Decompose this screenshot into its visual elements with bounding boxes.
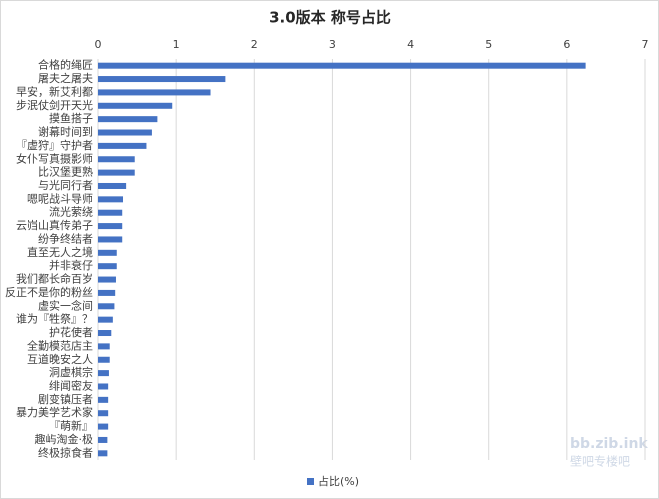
y-tick-label: 谁为『牲祭』？ bbox=[16, 312, 93, 326]
bar bbox=[98, 223, 123, 230]
bar bbox=[98, 116, 158, 123]
bar bbox=[98, 370, 109, 377]
y-tick-label: 全勤模范店主 bbox=[27, 338, 93, 352]
y-tick-label: 『虚狩』守护者 bbox=[16, 138, 93, 152]
bar bbox=[98, 423, 109, 430]
bar bbox=[98, 289, 116, 296]
y-tick-label: 步泯仗剑开天光 bbox=[16, 98, 93, 112]
y-tick-label: 互道晚安之人 bbox=[27, 352, 93, 366]
y-tick-label: 谢幕时间到 bbox=[38, 125, 93, 139]
y-tick-label: 护花使者 bbox=[49, 325, 93, 339]
bar bbox=[98, 343, 110, 350]
bar bbox=[98, 89, 211, 96]
bar bbox=[98, 169, 135, 176]
y-tick-label: 纷争终结者 bbox=[38, 231, 93, 245]
y-tick-label: 剧变镇压者 bbox=[38, 392, 93, 406]
bar bbox=[98, 196, 124, 203]
bar bbox=[98, 102, 173, 109]
bar bbox=[98, 383, 109, 390]
y-tick-label: 并非衰仔 bbox=[49, 258, 93, 272]
bar bbox=[98, 249, 117, 256]
x-tick-label: 3 bbox=[329, 38, 336, 51]
bar bbox=[98, 62, 586, 69]
x-tick-label: 1 bbox=[173, 38, 180, 51]
x-tick-label: 5 bbox=[485, 38, 492, 51]
y-tick-label: 反正不是你的粉丝 bbox=[5, 285, 93, 299]
y-tick-label: 比汉堡更熟 bbox=[38, 165, 93, 179]
y-tick-label: 洞虚棋宗 bbox=[49, 365, 93, 379]
bar bbox=[98, 142, 147, 149]
x-tick-label: 4 bbox=[407, 38, 414, 51]
watermark: bb.zib.ink bbox=[570, 436, 648, 452]
bar bbox=[98, 76, 226, 83]
y-tick-label: 早安，新艾利都 bbox=[16, 84, 93, 98]
bar bbox=[98, 356, 110, 363]
y-tick-label: 虚实一念间 bbox=[38, 298, 93, 312]
y-tick-label: 终极掠食者 bbox=[38, 445, 93, 459]
watermark: 壁吧专楼吧 bbox=[570, 454, 630, 469]
bar bbox=[98, 396, 109, 403]
bar bbox=[98, 450, 108, 457]
legend-swatch bbox=[307, 478, 314, 485]
y-tick-label: 趣屿淘金·极 bbox=[35, 432, 94, 446]
y-tick-label: 直至无人之境 bbox=[27, 245, 93, 259]
y-tick-label: 嗯呢战斗导师 bbox=[27, 192, 93, 205]
x-tick-label: 6 bbox=[563, 38, 570, 51]
bar bbox=[98, 436, 108, 443]
x-tick-label: 7 bbox=[642, 38, 649, 51]
y-tick-label: 女仆写真摄影师 bbox=[16, 151, 93, 165]
bar bbox=[98, 209, 123, 216]
bar bbox=[98, 276, 116, 283]
y-tick-label: 合格的绳匠 bbox=[38, 58, 93, 72]
x-tick-label: 2 bbox=[251, 38, 258, 51]
bar bbox=[98, 129, 152, 136]
y-tick-label: 与光同行者 bbox=[38, 178, 93, 192]
bar bbox=[98, 263, 117, 270]
y-tick-label: 绯闻密友 bbox=[49, 378, 93, 392]
bar bbox=[98, 236, 123, 243]
bar bbox=[98, 182, 127, 189]
y-tick-label: 暴力美学艺术家 bbox=[16, 405, 93, 419]
y-tick-label: 我们都长命百岁 bbox=[16, 272, 93, 286]
y-tick-label: 流光萦绕 bbox=[49, 205, 93, 219]
legend-label: 占比(%) bbox=[318, 474, 359, 488]
bar bbox=[98, 156, 135, 163]
y-tick-label: 屠夫之屠夫 bbox=[38, 71, 93, 85]
bar bbox=[98, 330, 112, 337]
y-tick-label: 摸鱼搭子 bbox=[49, 111, 93, 125]
chart-title: 3.0版本 称号占比 bbox=[269, 9, 391, 27]
x-tick-label: 0 bbox=[95, 38, 102, 51]
bar bbox=[98, 410, 109, 417]
bar bbox=[98, 316, 113, 323]
y-tick-label: 『萌新』 bbox=[49, 419, 93, 433]
y-tick-label: 云岿山真传弟子 bbox=[16, 218, 93, 232]
bar bbox=[98, 303, 115, 310]
